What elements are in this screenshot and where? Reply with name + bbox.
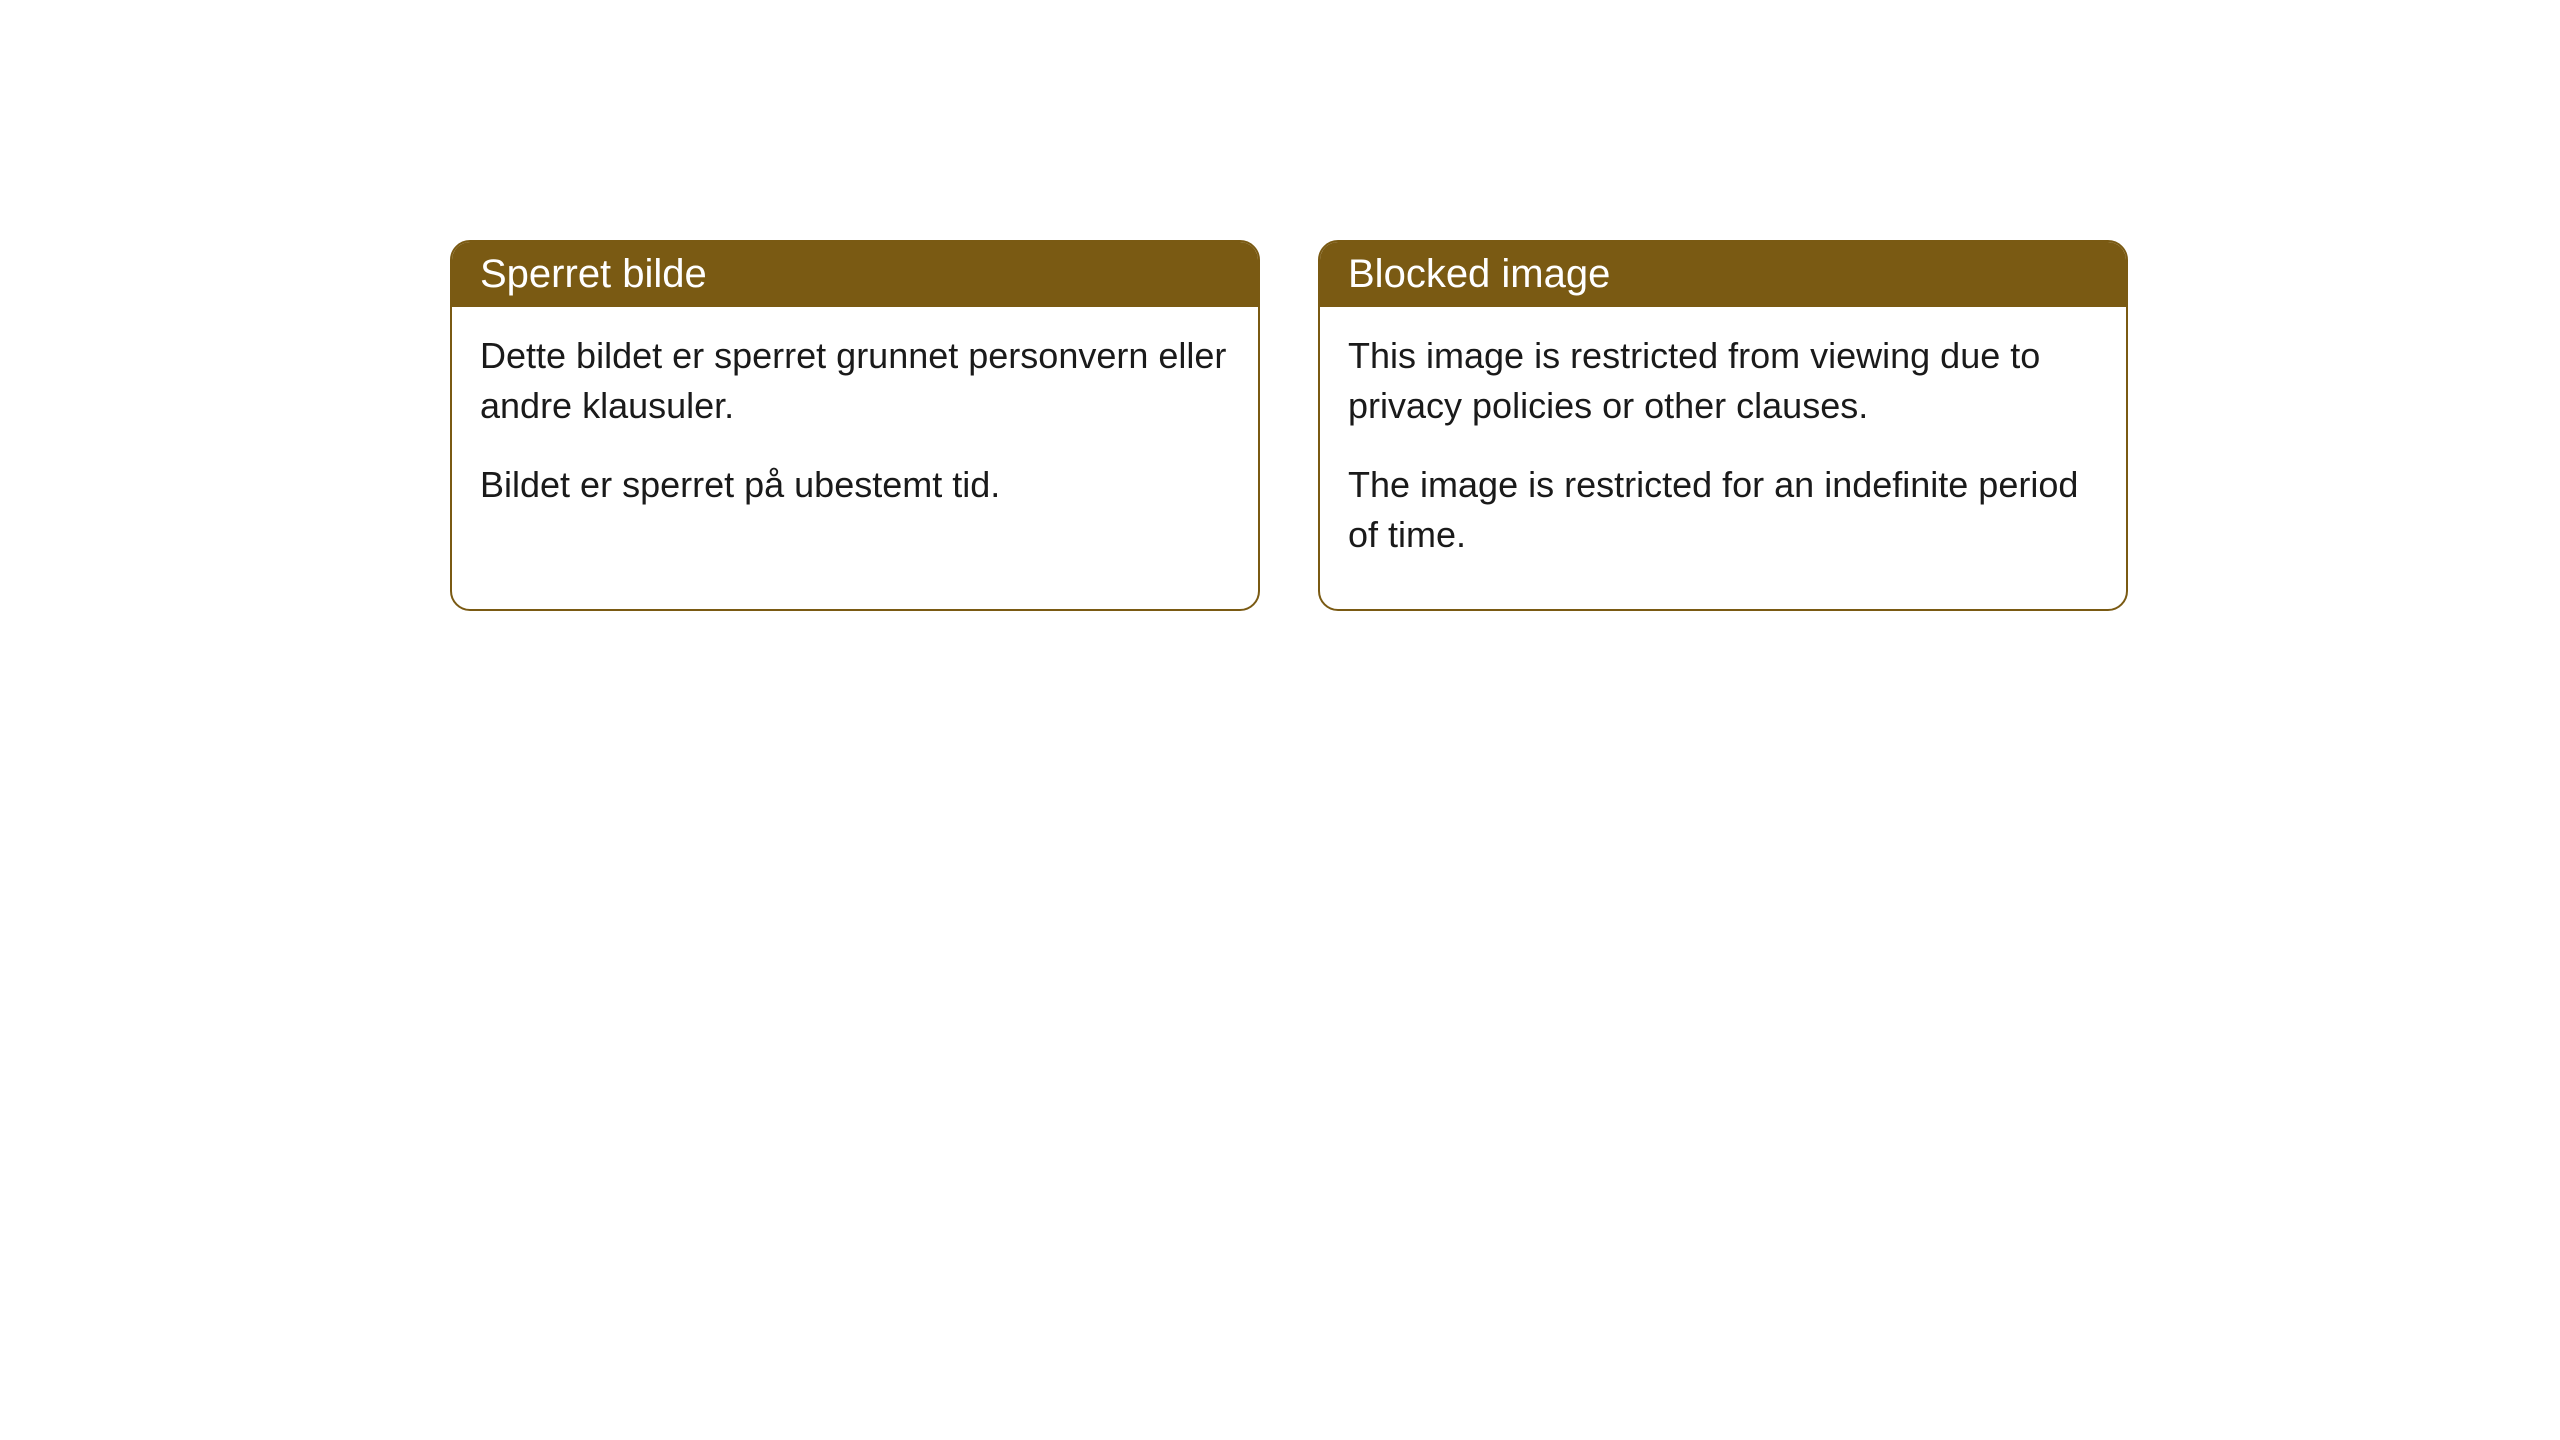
card-paragraph: This image is restricted from viewing du… (1348, 331, 2098, 432)
card-body-english: This image is restricted from viewing du… (1320, 307, 2126, 609)
card-body-norwegian: Dette bildet er sperret grunnet personve… (452, 307, 1258, 558)
card-english: Blocked image This image is restricted f… (1318, 240, 2128, 611)
card-paragraph: The image is restricted for an indefinit… (1348, 460, 2098, 561)
card-paragraph: Bildet er sperret på ubestemt tid. (480, 460, 1230, 510)
card-header-english: Blocked image (1320, 242, 2126, 307)
card-header-norwegian: Sperret bilde (452, 242, 1258, 307)
cards-container: Sperret bilde Dette bildet er sperret gr… (450, 240, 2128, 611)
card-norwegian: Sperret bilde Dette bildet er sperret gr… (450, 240, 1260, 611)
card-paragraph: Dette bildet er sperret grunnet personve… (480, 331, 1230, 432)
